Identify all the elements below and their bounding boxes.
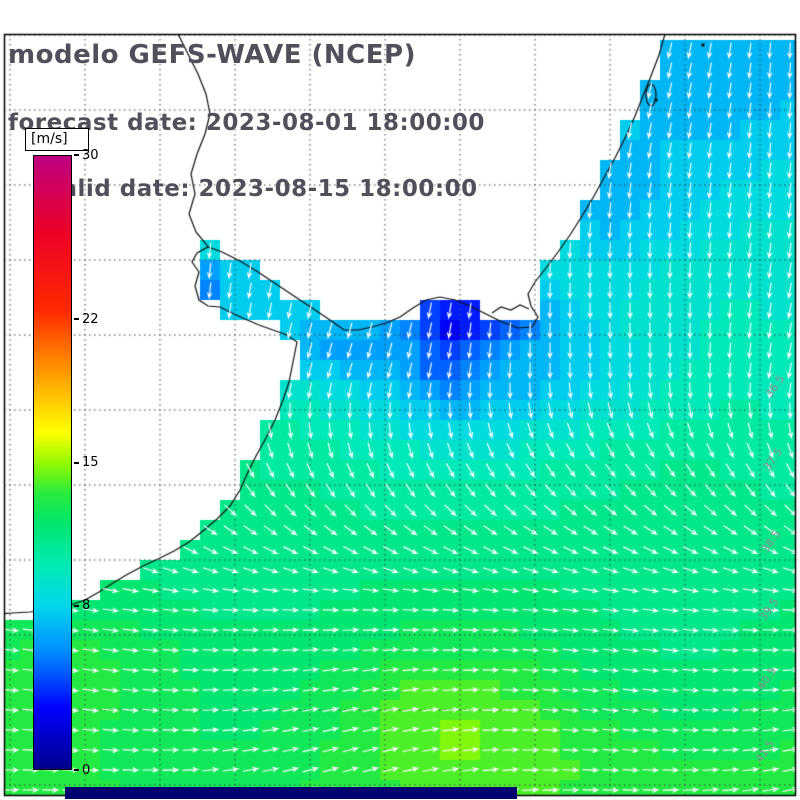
colorbar-unit-label: [m/s] [25, 128, 89, 151]
bottom-bar [65, 787, 517, 799]
colorbar-tick: 30 [74, 147, 99, 163]
colorbar-tick: 22 [74, 311, 99, 327]
colorbar-tickmark [74, 604, 79, 607]
colorbar-tickmark [74, 318, 79, 321]
forecast-date: forecast date: 2023-08-01 18:00:00 [8, 110, 485, 136]
valid-date: valid date: 2023-08-15 18:00:00 [46, 176, 478, 202]
colorbar-tick: 0 [74, 762, 91, 778]
colorbar-tick: 15 [74, 455, 99, 470]
colorbar-tick-label: 22 [82, 311, 99, 327]
plot-title: modelo GEFS-WAVE (NCEP) forecast date: 2… [8, 2, 485, 241]
model-title: modelo GEFS-WAVE (NCEP) [8, 40, 416, 70]
colorbar-tickmark [74, 154, 79, 156]
colorbar-tick-label: 8 [82, 598, 91, 614]
colorbar [33, 155, 72, 770]
colorbar-tickmark [74, 461, 79, 464]
colorbar-tickmark [74, 769, 79, 771]
colorbar-tick-label: 30 [82, 147, 99, 163]
colorbar-tick: 8 [74, 598, 91, 614]
colorbar-tick-label: 0 [82, 762, 91, 778]
colorbar-tick-label: 15 [82, 455, 99, 470]
